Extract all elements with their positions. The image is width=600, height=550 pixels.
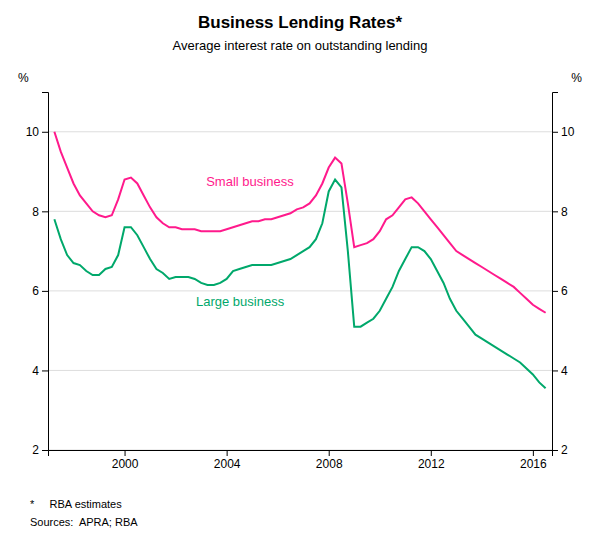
- axis-line: [553, 93, 559, 451]
- annotation: Small business: [206, 174, 294, 189]
- footnote: * RBA estimates: [30, 498, 122, 510]
- chart: Business Lending Rates* Average interest …: [0, 0, 600, 550]
- tick-label: 2004: [214, 457, 241, 471]
- x-axis: 2000 2004 2008 2012 2016: [49, 450, 553, 471]
- tick-label: 2: [32, 443, 39, 457]
- tick: 2016: [520, 450, 547, 471]
- tick-mark: [42, 370, 48, 371]
- tick-mark: [552, 370, 558, 371]
- tick-mark: [552, 450, 558, 451]
- tick-mark: [227, 450, 228, 456]
- y-axis-label: %: [18, 71, 29, 85]
- tick-mark: [552, 291, 558, 292]
- line: [54, 180, 545, 389]
- footnote: Sources: APRA; RBA: [30, 516, 138, 528]
- tick-label: 2012: [418, 457, 445, 471]
- tick: 2: [552, 443, 568, 457]
- tick: 2004: [214, 450, 241, 471]
- tick: 2000: [112, 450, 139, 471]
- tick-mark: [42, 211, 48, 212]
- subtitle: Average interest rate on outstanding len…: [173, 38, 428, 53]
- series-group: [54, 132, 545, 389]
- tick-label: 4: [561, 364, 568, 378]
- tick-label: 2008: [316, 457, 343, 471]
- tick-label: 2000: [112, 457, 139, 471]
- grid-line: [48, 290, 552, 291]
- title: Business Lending Rates*: [198, 13, 402, 32]
- tick-label: 10: [26, 125, 40, 139]
- tick: 4: [32, 364, 48, 378]
- y2-axis-label: %: [571, 71, 582, 85]
- tick-label: 10: [561, 125, 575, 139]
- tick-label: 4: [32, 364, 39, 378]
- y-axis: 2 4 6 8 10: [26, 93, 49, 458]
- tick-mark: [533, 450, 534, 456]
- tick-mark: [329, 450, 330, 456]
- tick: 2008: [316, 450, 343, 471]
- tick-label: 2016: [520, 457, 547, 471]
- annotation: Large business: [196, 294, 285, 309]
- plot: 2000 2004 2008 2012 2016 2 4 6 8 10 2 4 6 8 10 Small bu…: [26, 93, 575, 471]
- tick-label: 6: [561, 284, 568, 298]
- tick: 6: [32, 284, 48, 298]
- tick: 2012: [418, 450, 445, 471]
- axis-line: [42, 93, 49, 451]
- tick-mark: [42, 291, 48, 292]
- grid-line: [48, 131, 552, 132]
- annotations: Small business Large business: [196, 174, 294, 308]
- tick: 10: [552, 125, 575, 139]
- grid-line: [48, 370, 552, 371]
- tick-mark: [431, 450, 432, 456]
- tick-mark: [552, 132, 558, 133]
- grid: [48, 132, 552, 450]
- line: [54, 132, 545, 313]
- axis-line: [49, 451, 553, 457]
- tick-label: 6: [32, 284, 39, 298]
- tick-mark: [42, 132, 48, 133]
- tick-label: 8: [561, 205, 568, 219]
- tick-mark: [552, 211, 558, 212]
- y2-axis: 2 4 6 8 10: [552, 93, 575, 458]
- tick: 4: [552, 364, 568, 378]
- tick: 8: [32, 205, 48, 219]
- grid-line: [48, 211, 552, 212]
- tick-label: 8: [32, 205, 39, 219]
- tick: 10: [26, 125, 48, 139]
- tick-mark: [42, 450, 48, 451]
- tick: 6: [552, 284, 568, 298]
- tick: 2: [32, 443, 48, 457]
- tick-mark: [125, 450, 126, 456]
- tick-label: 2: [561, 443, 568, 457]
- tick: 8: [552, 205, 568, 219]
